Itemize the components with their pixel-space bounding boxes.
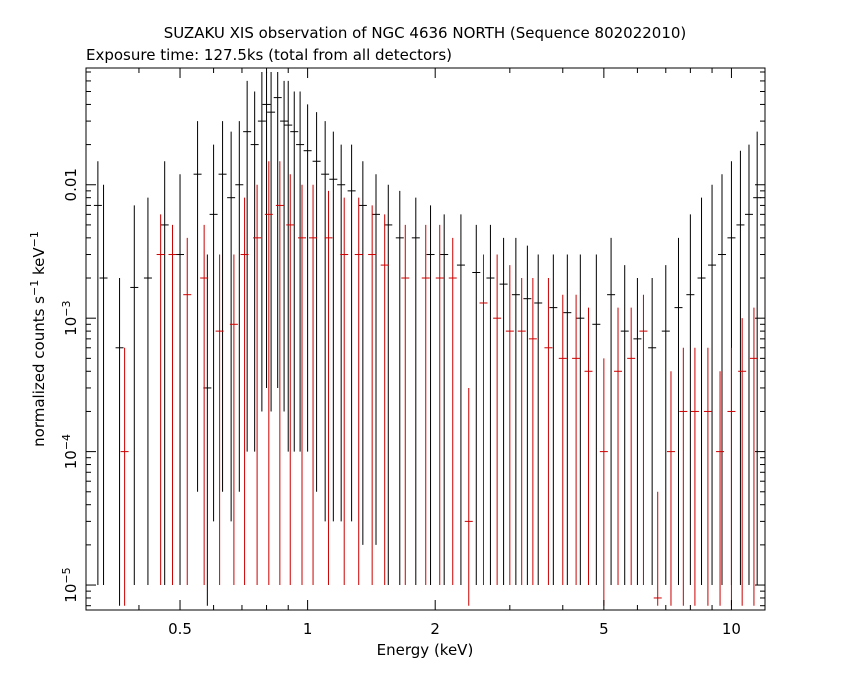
y-axis-label-sup2: −1 (28, 231, 41, 247)
x-tick-label: 1 (303, 620, 313, 638)
x-tick-label: 5 (599, 620, 609, 638)
y-tick-label: 10−4 (60, 434, 80, 469)
y-tick-exp: −5 (60, 567, 73, 583)
y-tick-label: 0.01 (62, 168, 80, 201)
x-tick-label: 2 (430, 620, 440, 638)
x-axis-label: Energy (keV) (377, 641, 474, 659)
y-tick-base: 10 (62, 450, 80, 469)
y-tick-base: 10 (62, 584, 80, 603)
y-tick-exp: −3 (60, 301, 73, 317)
plot-series (93, 71, 762, 606)
series-1 (120, 161, 758, 606)
y-tick-exp: −4 (60, 434, 73, 450)
chart-subtitle: Exposure time: 127.5ks (total from all d… (86, 46, 452, 64)
y-tick-base: 0.01 (62, 168, 80, 201)
y-tick-label: 10−5 (60, 567, 80, 602)
series-0 (93, 71, 762, 606)
y-axis-label-unit: keV (30, 247, 48, 280)
y-axis-label-sup1: −1 (28, 280, 41, 296)
y-tick-base: 10 (62, 317, 80, 336)
x-tick-label: 10 (722, 620, 741, 638)
y-tick-label: 10−3 (60, 301, 80, 336)
chart-title: SUZAKU XIS observation of NGC 4636 NORTH… (164, 24, 687, 42)
y-axis-label: normalized counts s−1 keV−1 (28, 231, 48, 447)
y-axis-label-main: normalized counts s (30, 296, 48, 447)
x-tick-label: 0.5 (168, 620, 192, 638)
